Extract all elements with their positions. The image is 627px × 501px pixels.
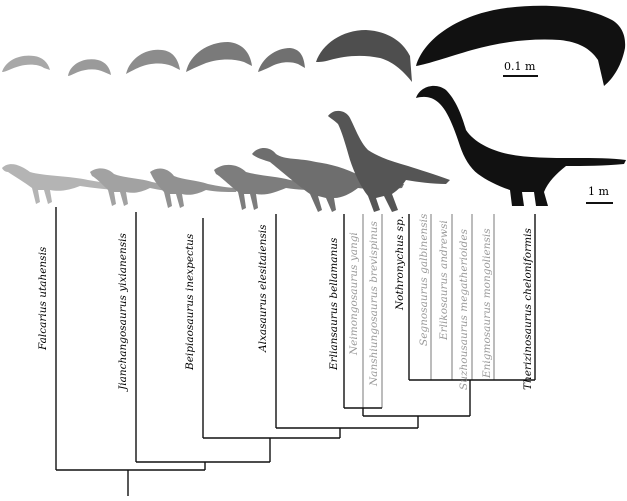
taxon-label-alxasaurus: Alxasaurus elesitaiensis: [257, 224, 269, 353]
body-scale-bar: 1 m: [586, 185, 613, 204]
taxon-label-jianchangosaurus: Jianchangosaurus yixianensis: [117, 232, 129, 392]
body-erliansaurus: [252, 148, 404, 212]
claw-scale-label: 0.1 m: [504, 60, 536, 73]
taxon-label-therizinosaurus: Therizinosaurus cheloniformis: [522, 228, 534, 390]
body-therizinosaurus: [416, 85, 626, 206]
body-scale-label: 1 m: [588, 185, 609, 198]
taxon-label-beipiaosaurus: Beipiaosaurus inexpectus: [184, 233, 196, 371]
body-falcarius: [2, 164, 126, 204]
taxon-label-erliansaurus: Erliansaurus bellamanus: [328, 237, 340, 371]
taxon-label-enigmosaurus: Enigmosaurus mongoliensis: [481, 228, 493, 379]
body-nothronychus: [328, 110, 450, 212]
claw-erliansaurus: [258, 48, 305, 72]
taxon-labels: Falcarius utahensis Jianchangosaurus yix…: [37, 213, 534, 392]
body-jianchangosaurus: [90, 168, 184, 206]
taxon-label-neimongosaurus: Neimongosaurus yangi: [348, 232, 360, 356]
claw-falcarius: [2, 55, 50, 72]
body-beipiaosaurus: [150, 168, 238, 208]
cladogram-tree: [55, 207, 536, 496]
taxon-label-falcarius: Falcarius utahensis: [37, 246, 49, 351]
claw-therizinosaurus: [416, 5, 626, 87]
taxon-label-erlikosaurus: Erlikosaurus andrewsi: [438, 220, 450, 341]
claw-row: [2, 5, 626, 87]
claw-scale-bar: 0.1 m: [503, 60, 538, 77]
claw-beipiaosaurus: [126, 49, 180, 74]
claw-nothronychus: [316, 30, 412, 82]
taxon-label-nothronychus: Nothronychus sp.: [394, 216, 406, 311]
body-row: [2, 85, 626, 212]
taxon-label-segnosaurus: Segnosaurus galbinensis: [418, 213, 430, 346]
taxon-label-nanshiungosaurus: Nanshiungosaurus brevispinus: [368, 221, 380, 387]
body-alxasaurus: [214, 164, 322, 210]
taxon-label-suzhousaurus: Suzhousaurus megatherioides: [458, 228, 470, 390]
claw-alxasaurus: [186, 42, 252, 72]
claw-jianchangosaurus: [68, 59, 111, 76]
